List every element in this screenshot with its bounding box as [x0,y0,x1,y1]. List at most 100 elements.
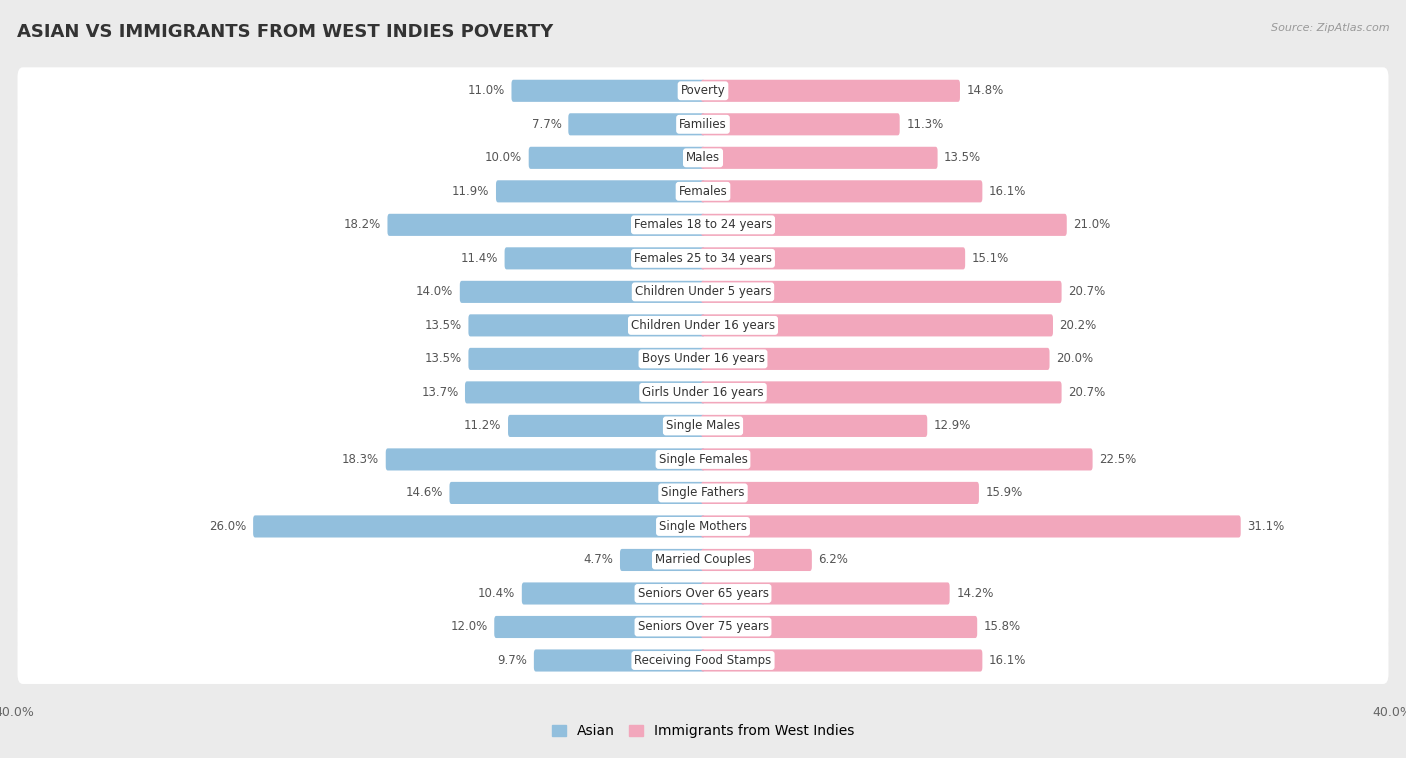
FancyBboxPatch shape [17,336,1389,382]
Text: 31.1%: 31.1% [1247,520,1285,533]
FancyBboxPatch shape [17,637,1389,684]
FancyBboxPatch shape [253,515,704,537]
FancyBboxPatch shape [468,348,704,370]
Text: 13.5%: 13.5% [425,319,461,332]
FancyBboxPatch shape [17,436,1389,483]
FancyBboxPatch shape [702,650,983,672]
FancyBboxPatch shape [702,482,979,504]
FancyBboxPatch shape [702,247,965,269]
Text: 11.9%: 11.9% [453,185,489,198]
FancyBboxPatch shape [702,449,1092,471]
FancyBboxPatch shape [17,402,1389,449]
FancyBboxPatch shape [495,616,704,638]
Text: 6.2%: 6.2% [818,553,848,566]
Text: 11.2%: 11.2% [464,419,502,432]
Text: 9.7%: 9.7% [498,654,527,667]
FancyBboxPatch shape [702,348,1049,370]
Text: Girls Under 16 years: Girls Under 16 years [643,386,763,399]
FancyBboxPatch shape [17,67,1389,114]
FancyBboxPatch shape [702,616,977,638]
Text: Females 18 to 24 years: Females 18 to 24 years [634,218,772,231]
Text: Children Under 5 years: Children Under 5 years [634,285,772,299]
Text: 16.1%: 16.1% [988,185,1026,198]
FancyBboxPatch shape [496,180,704,202]
FancyBboxPatch shape [702,113,900,136]
FancyBboxPatch shape [508,415,704,437]
FancyBboxPatch shape [17,302,1389,349]
FancyBboxPatch shape [702,180,983,202]
FancyBboxPatch shape [465,381,704,403]
FancyBboxPatch shape [17,134,1389,181]
Text: Single Females: Single Females [658,453,748,466]
Text: Males: Males [686,152,720,164]
Text: Females: Females [679,185,727,198]
Text: 20.2%: 20.2% [1060,319,1097,332]
Text: Females 25 to 34 years: Females 25 to 34 years [634,252,772,265]
FancyBboxPatch shape [17,268,1389,315]
Text: ASIAN VS IMMIGRANTS FROM WEST INDIES POVERTY: ASIAN VS IMMIGRANTS FROM WEST INDIES POV… [17,23,553,41]
Text: Married Couples: Married Couples [655,553,751,566]
Text: 11.3%: 11.3% [907,117,943,131]
FancyBboxPatch shape [505,247,704,269]
FancyBboxPatch shape [468,315,704,337]
FancyBboxPatch shape [17,603,1389,650]
FancyBboxPatch shape [702,381,1062,403]
Text: 26.0%: 26.0% [209,520,246,533]
Text: 18.3%: 18.3% [342,453,380,466]
Text: Poverty: Poverty [681,84,725,97]
Text: 11.0%: 11.0% [468,84,505,97]
FancyBboxPatch shape [702,214,1067,236]
Text: 4.7%: 4.7% [583,553,613,566]
Text: 20.7%: 20.7% [1069,386,1105,399]
Text: 14.6%: 14.6% [405,487,443,500]
FancyBboxPatch shape [568,113,704,136]
FancyBboxPatch shape [17,570,1389,617]
Text: 11.4%: 11.4% [461,252,498,265]
FancyBboxPatch shape [702,147,938,169]
Text: 14.0%: 14.0% [416,285,453,299]
Text: 15.9%: 15.9% [986,487,1022,500]
FancyBboxPatch shape [460,280,704,303]
FancyBboxPatch shape [702,549,811,571]
FancyBboxPatch shape [529,147,704,169]
Text: 16.1%: 16.1% [988,654,1026,667]
Text: 20.0%: 20.0% [1056,352,1094,365]
Legend: Asian, Immigrants from West Indies: Asian, Immigrants from West Indies [553,724,853,738]
Text: 18.2%: 18.2% [343,218,381,231]
Text: 13.7%: 13.7% [422,386,458,399]
FancyBboxPatch shape [17,503,1389,550]
Text: Seniors Over 65 years: Seniors Over 65 years [637,587,769,600]
Text: Receiving Food Stamps: Receiving Food Stamps [634,654,772,667]
Text: 20.7%: 20.7% [1069,285,1105,299]
Text: 10.4%: 10.4% [478,587,515,600]
Text: 15.8%: 15.8% [984,621,1021,634]
Text: Children Under 16 years: Children Under 16 years [631,319,775,332]
FancyBboxPatch shape [534,650,704,672]
FancyBboxPatch shape [702,515,1240,537]
Text: 12.9%: 12.9% [934,419,972,432]
FancyBboxPatch shape [17,235,1389,282]
FancyBboxPatch shape [702,280,1062,303]
FancyBboxPatch shape [17,101,1389,148]
FancyBboxPatch shape [17,369,1389,416]
Text: 21.0%: 21.0% [1073,218,1111,231]
Text: Single Males: Single Males [666,419,740,432]
Text: 10.0%: 10.0% [485,152,522,164]
FancyBboxPatch shape [702,80,960,102]
FancyBboxPatch shape [702,415,927,437]
Text: Single Fathers: Single Fathers [661,487,745,500]
Text: Single Mothers: Single Mothers [659,520,747,533]
Text: 7.7%: 7.7% [531,117,562,131]
Text: 12.0%: 12.0% [450,621,488,634]
FancyBboxPatch shape [17,537,1389,584]
Text: 13.5%: 13.5% [945,152,981,164]
Text: 15.1%: 15.1% [972,252,1010,265]
Text: Boys Under 16 years: Boys Under 16 years [641,352,765,365]
FancyBboxPatch shape [522,582,704,605]
FancyBboxPatch shape [17,168,1389,215]
Text: 22.5%: 22.5% [1099,453,1136,466]
FancyBboxPatch shape [17,469,1389,516]
Text: Source: ZipAtlas.com: Source: ZipAtlas.com [1271,23,1389,33]
Text: Seniors Over 75 years: Seniors Over 75 years [637,621,769,634]
Text: 14.2%: 14.2% [956,587,994,600]
